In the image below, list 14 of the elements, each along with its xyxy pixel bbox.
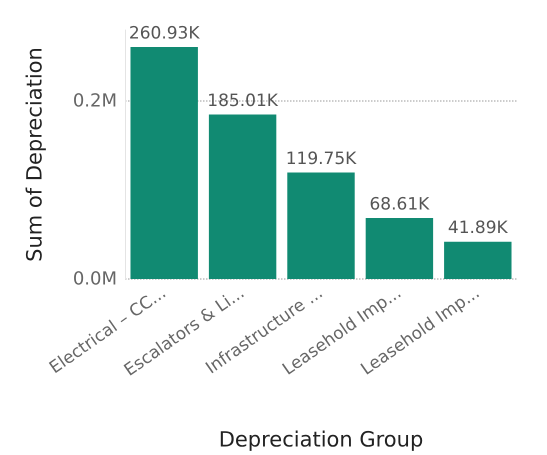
y-tick-label: 0.2M xyxy=(72,90,117,112)
data-label: 68.61K xyxy=(369,194,430,214)
bar xyxy=(287,172,355,279)
data-label: 41.89K xyxy=(448,218,509,238)
y-tick-label: 0.0M xyxy=(72,268,117,290)
x-axis-title: Depreciation Group xyxy=(218,428,424,452)
data-label: 260.93K xyxy=(128,23,200,44)
bar xyxy=(444,242,512,279)
bar xyxy=(130,46,198,279)
y-axis-title: Sum of Depreciation xyxy=(22,47,46,262)
data-label: 185.01K xyxy=(207,90,279,111)
bar xyxy=(208,114,276,279)
data-label: 119.75K xyxy=(286,149,358,170)
bar xyxy=(366,218,434,279)
